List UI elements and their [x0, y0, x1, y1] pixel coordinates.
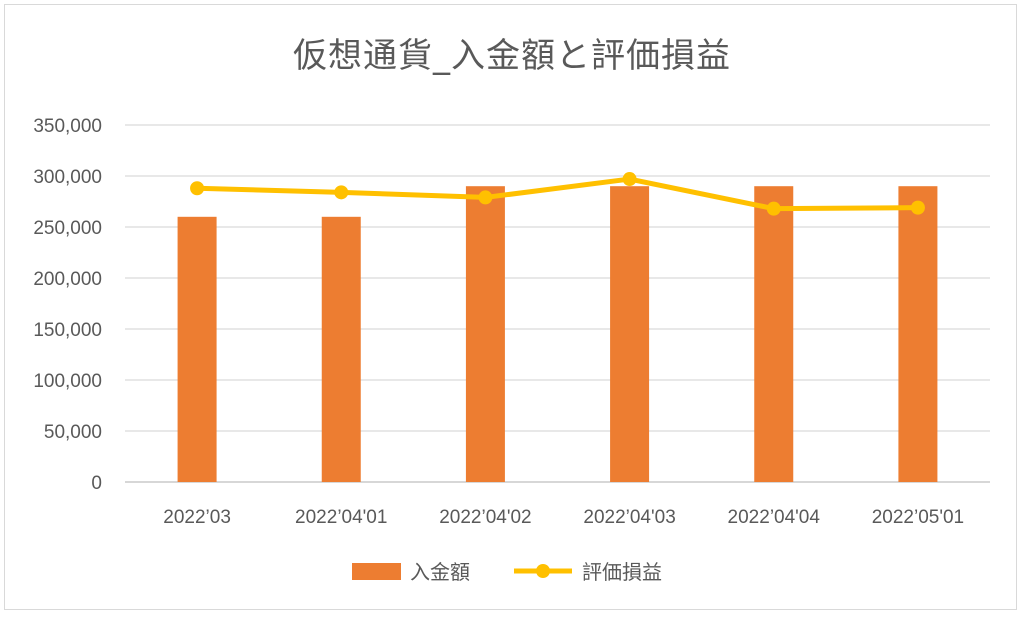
y-tick-label: 200,000: [33, 269, 102, 290]
bar: [754, 186, 794, 482]
y-axis-tick-labels: 0 50,000 100,000 150,000 200,000 250,000 300,0…: [33, 116, 102, 494]
line-point: [766, 201, 781, 216]
y-tick-label: 350,000: [33, 116, 102, 137]
legend-label: 評価損益: [582, 561, 662, 584]
x-tick-label: 2022’04'03: [583, 507, 675, 528]
x-tick-label: 2022’04'02: [439, 507, 531, 528]
bar: [177, 216, 217, 483]
line-series: [190, 172, 925, 216]
line-point: [910, 200, 925, 215]
legend: 入金額 評価損益: [352, 561, 662, 584]
x-tick-label: 2022’04'04: [728, 507, 821, 528]
bar-series: [177, 186, 938, 483]
line-point: [334, 185, 349, 200]
y-tick-label: 50,000: [44, 422, 102, 443]
chart-title: 仮想通貨_入金額と評価損益: [293, 36, 731, 76]
y-tick-label: 100,000: [33, 371, 102, 392]
line-point: [622, 172, 637, 187]
legend-line-marker: [536, 564, 550, 578]
bar: [465, 186, 505, 482]
y-tick-label: 0: [91, 473, 102, 494]
line-path: [197, 176, 918, 212]
line-point: [478, 190, 493, 205]
bar: [898, 186, 938, 482]
chart-frame: [4, 4, 1017, 610]
y-tick-label: 250,000: [33, 218, 102, 239]
x-tick-label: 2022’04'01: [295, 507, 387, 528]
y-tick-label: 300,000: [33, 167, 102, 188]
line-point: [190, 181, 205, 196]
x-axis-tick-labels: 2022’03 2022’04'01 2022’04'02 2022’04'03 202…: [163, 507, 964, 528]
legend-bar-swatch: [352, 563, 401, 580]
y-tick-label: 150,000: [33, 320, 102, 341]
x-tick-label: 2022’05'01: [872, 507, 964, 528]
bar: [321, 216, 361, 483]
x-tick-label: 2022’03: [163, 507, 231, 528]
legend-label: 入金額: [410, 561, 470, 584]
gridlines: [125, 124, 990, 483]
bar: [610, 186, 650, 482]
